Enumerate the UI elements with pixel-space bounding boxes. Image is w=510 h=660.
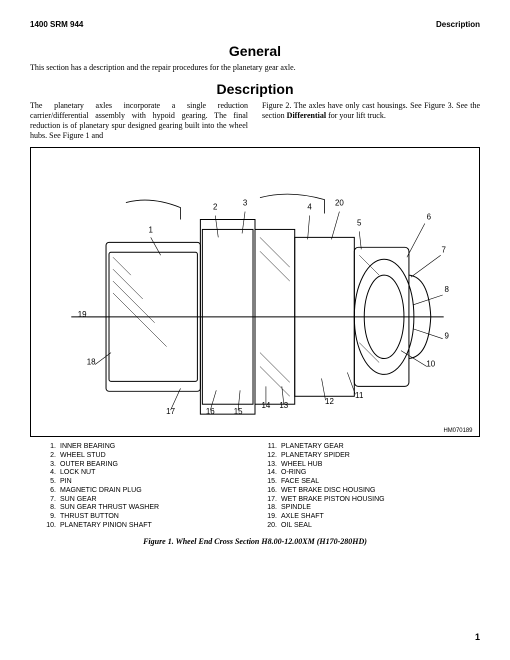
legend-item-text: WET BRAKE PISTON HOUSING	[281, 496, 385, 505]
general-text: This section has a description and the r…	[30, 63, 480, 73]
legend-item-number: 13.	[265, 461, 281, 470]
legend-item-text: WHEEL HUB	[281, 461, 322, 470]
description-columns: The planetary axles incorporate a single…	[30, 101, 480, 141]
legend-col-right: 11.PLANETARY GEAR12.PLANETARY SPIDER13.W…	[265, 443, 466, 531]
legend-item: 19.AXLE SHAFT	[265, 513, 466, 522]
legend-item: 14.O-RING	[265, 469, 466, 478]
legend-item-number: 8.	[44, 504, 60, 513]
page-number: 1	[475, 632, 480, 642]
callout-number: 6	[427, 213, 432, 222]
legend-item-number: 14.	[265, 469, 281, 478]
legend-item: 2.WHEEL STUD	[44, 452, 245, 461]
legend-item-text: OUTER BEARING	[60, 461, 118, 470]
description-col-left: The planetary axles incorporate a single…	[30, 101, 248, 141]
legend-item-text: LOCK NUT	[60, 469, 95, 478]
callout-number: 8	[444, 285, 449, 294]
legend-item-text: PLANETARY PINION SHAFT	[60, 522, 152, 531]
legend-item: 20.OIL SEAL	[265, 522, 466, 531]
legend-item-text: FACE SEAL	[281, 478, 319, 487]
legend-item: 5.PIN	[44, 478, 245, 487]
figure-legend: 1.INNER BEARING2.WHEEL STUD3.OUTER BEARI…	[30, 443, 480, 531]
legend-item: 4.LOCK NUT	[44, 469, 245, 478]
callout-number: 3	[243, 199, 248, 208]
legend-item: 6.MAGNETIC DRAIN PLUG	[44, 487, 245, 496]
page-header: 1400 SRM 944 Description	[30, 20, 480, 29]
legend-item-number: 16.	[265, 487, 281, 496]
legend-item-number: 6.	[44, 487, 60, 496]
legend-item-text: SUN GEAR	[60, 496, 97, 505]
callout-number: 10	[426, 359, 435, 368]
legend-item-number: 11.	[265, 443, 281, 452]
description-heading: Description	[30, 81, 480, 97]
legend-item-text: AXLE SHAFT	[281, 513, 324, 522]
callout-number: 17	[166, 407, 175, 416]
callout-number: 13	[279, 401, 288, 410]
callout-number: 11	[355, 391, 364, 400]
legend-item-number: 7.	[44, 496, 60, 505]
legend-item-number: 5.	[44, 478, 60, 487]
legend-item-text: OIL SEAL	[281, 522, 312, 531]
callout-number: 14	[262, 401, 271, 410]
legend-item: 12.PLANETARY SPIDER	[265, 452, 466, 461]
header-right: Description	[436, 20, 480, 29]
callout-number: 12	[325, 397, 334, 406]
legend-item: 8.SUN GEAR THRUST WASHER	[44, 504, 245, 513]
legend-item: 16.WET BRAKE DISC HOUSING	[265, 487, 466, 496]
general-heading: General	[30, 43, 480, 59]
legend-item-number: 3.	[44, 461, 60, 470]
legend-item: 1.INNER BEARING	[44, 443, 245, 452]
legend-col-left: 1.INNER BEARING2.WHEEL STUD3.OUTER BEARI…	[44, 443, 245, 531]
callout-number: 7	[441, 245, 446, 254]
legend-item: 9.THRUST BUTTON	[44, 513, 245, 522]
col-right-post: for your lift truck.	[326, 111, 386, 120]
legend-item-number: 17.	[265, 496, 281, 505]
legend-item-number: 9.	[44, 513, 60, 522]
legend-item-text: WHEEL STUD	[60, 452, 106, 461]
description-col-right: Figure 2. The axles have only cast housi…	[262, 101, 480, 141]
legend-item-number: 4.	[44, 469, 60, 478]
legend-item-number: 15.	[265, 478, 281, 487]
callout-number: 18	[87, 357, 96, 366]
legend-item-text: WET BRAKE DISC HOUSING	[281, 487, 375, 496]
legend-item: 17.WET BRAKE PISTON HOUSING	[265, 496, 466, 505]
figure-caption: Figure 1. Wheel End Cross Section H8.00-…	[30, 537, 480, 546]
legend-item-number: 20.	[265, 522, 281, 531]
legend-item-text: MAGNETIC DRAIN PLUG	[60, 487, 142, 496]
legend-item-text: PIN	[60, 478, 72, 487]
header-left: 1400 SRM 944	[30, 20, 83, 29]
page: 1400 SRM 944 Description General This se…	[0, 0, 510, 660]
legend-item-text: SUN GEAR THRUST WASHER	[60, 504, 159, 513]
legend-item-text: INNER BEARING	[60, 443, 115, 452]
callout-number: 20	[335, 199, 344, 208]
legend-item-text: SPINDLE	[281, 504, 311, 513]
figure-attribution: HM070189	[443, 428, 473, 434]
callout-number: 5	[357, 218, 362, 227]
legend-item: 13.WHEEL HUB	[265, 461, 466, 470]
legend-item-number: 10.	[44, 522, 60, 531]
col-right-bold: Differential	[287, 111, 326, 120]
callout-number: 1	[149, 225, 154, 234]
legend-item-number: 2.	[44, 452, 60, 461]
callout-number: 16	[206, 407, 215, 416]
legend-item-number: 12.	[265, 452, 281, 461]
legend-item-text: THRUST BUTTON	[60, 513, 119, 522]
legend-item: 3.OUTER BEARING	[44, 461, 245, 470]
legend-item: 10.PLANETARY PINION SHAFT	[44, 522, 245, 531]
callout-number: 19	[78, 310, 87, 319]
callout-number: 2	[213, 203, 218, 212]
callout-number: 9	[444, 332, 449, 341]
legend-item: 18.SPINDLE	[265, 504, 466, 513]
legend-item: 7.SUN GEAR	[44, 496, 245, 505]
callout-number: 15	[234, 407, 243, 416]
legend-item: 15.FACE SEAL	[265, 478, 466, 487]
figure-diagram: 1234567891011121314151617181920 HM070189	[30, 147, 480, 437]
legend-item-text: PLANETARY SPIDER	[281, 452, 350, 461]
legend-item-number: 1.	[44, 443, 60, 452]
legend-item-text: O-RING	[281, 469, 306, 478]
legend-item-text: PLANETARY GEAR	[281, 443, 344, 452]
legend-item: 11.PLANETARY GEAR	[265, 443, 466, 452]
legend-item-number: 19.	[265, 513, 281, 522]
legend-item-number: 18.	[265, 504, 281, 513]
callout-number: 4	[307, 203, 312, 212]
